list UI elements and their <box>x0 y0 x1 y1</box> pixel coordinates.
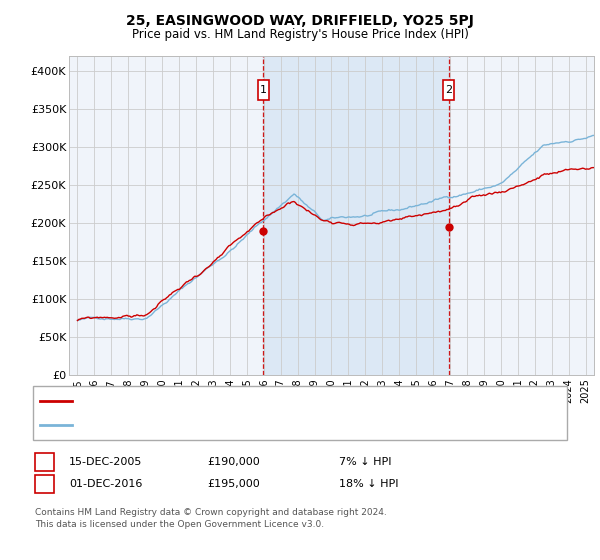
Text: 01-DEC-2016: 01-DEC-2016 <box>69 479 142 489</box>
Text: 2: 2 <box>445 85 452 95</box>
Text: 18% ↓ HPI: 18% ↓ HPI <box>339 479 398 489</box>
FancyBboxPatch shape <box>257 80 269 100</box>
Text: 7% ↓ HPI: 7% ↓ HPI <box>339 457 391 467</box>
Text: £195,000: £195,000 <box>207 479 260 489</box>
Text: Contains HM Land Registry data © Crown copyright and database right 2024.
This d: Contains HM Land Registry data © Crown c… <box>35 508 386 529</box>
Text: 25, EASINGWOOD WAY, DRIFFIELD, YO25 5PJ: 25, EASINGWOOD WAY, DRIFFIELD, YO25 5PJ <box>126 14 474 28</box>
Text: £190,000: £190,000 <box>207 457 260 467</box>
FancyBboxPatch shape <box>443 80 454 100</box>
Text: 1: 1 <box>41 457 48 467</box>
Bar <box>263 56 449 375</box>
Text: Price paid vs. HM Land Registry's House Price Index (HPI): Price paid vs. HM Land Registry's House … <box>131 28 469 41</box>
Text: HPI: Average price, detached house, East Riding of Yorkshire: HPI: Average price, detached house, East… <box>78 419 394 430</box>
Text: 25, EASINGWOOD WAY, DRIFFIELD, YO25 5PJ (detached house): 25, EASINGWOOD WAY, DRIFFIELD, YO25 5PJ … <box>78 396 405 407</box>
Text: 15-DEC-2005: 15-DEC-2005 <box>69 457 142 467</box>
Text: 2: 2 <box>41 479 48 489</box>
Text: 1: 1 <box>260 85 266 95</box>
